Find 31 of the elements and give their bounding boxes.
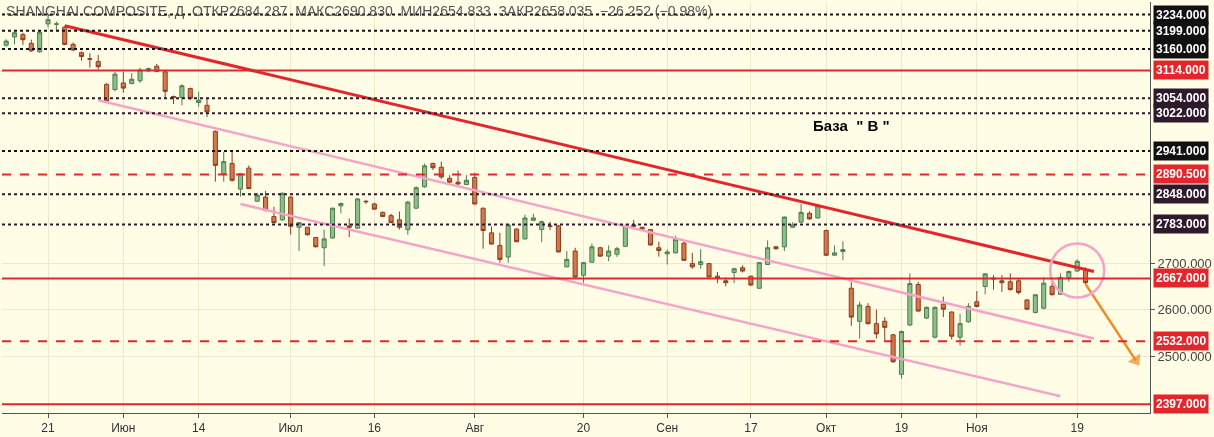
x-tick-label: 17 bbox=[744, 421, 758, 436]
ref-line-label: 2532.000 bbox=[1156, 334, 1207, 348]
y-tick-label: 2600.000 bbox=[1157, 302, 1212, 318]
ref-line-label: 2848.000 bbox=[1156, 187, 1207, 201]
x-tick-label: Ноя bbox=[965, 421, 988, 436]
ref-line-label: 3114.000 bbox=[1156, 63, 1206, 77]
y-tick-label: 2700.000 bbox=[1157, 255, 1212, 271]
ref-line-label: 2783.000 bbox=[1156, 217, 1207, 231]
x-tick-label: 21 bbox=[41, 421, 56, 436]
ref-line-label: 2397.000 bbox=[1156, 397, 1207, 411]
x-tick-label: 19 bbox=[894, 421, 909, 436]
ref-line-label: 2667.000 bbox=[1156, 271, 1207, 285]
chart-title: SHANGHAI COMPOSITE, Д ОТКР2684.287 МАКС2690.830 МИН2654.833 ЗАКР2658.035 −26.252 (−0.98%) bbox=[6, 3, 713, 20]
ref-line-label: 3234.000 bbox=[1156, 8, 1207, 22]
ref-line-label: 3199.000 bbox=[1156, 24, 1207, 38]
x-tick-label: 20 bbox=[576, 421, 591, 436]
y-tick-label: 2500.000 bbox=[1157, 348, 1212, 364]
ref-line-label: 2890.500 bbox=[1156, 167, 1207, 181]
x-tick-label: Июн bbox=[111, 421, 136, 436]
x-tick-label: 14 bbox=[191, 421, 206, 436]
ref-line-label: 3054.000 bbox=[1156, 91, 1207, 105]
x-tick-label: 16 bbox=[367, 421, 382, 436]
x-tick-label: Июл bbox=[278, 421, 303, 436]
x-tick-label: Авг bbox=[465, 421, 485, 436]
x-tick-label: Окт bbox=[816, 421, 837, 436]
ref-line-label: 2941.000 bbox=[1156, 144, 1207, 158]
ref-line-label: 3022.000 bbox=[1156, 106, 1207, 120]
ref-line-label: 3160.000 bbox=[1156, 42, 1207, 56]
annotation: База " В " bbox=[813, 117, 890, 134]
x-tick-label: Сен bbox=[656, 421, 679, 436]
x-tick-label: 19 bbox=[1070, 421, 1085, 436]
